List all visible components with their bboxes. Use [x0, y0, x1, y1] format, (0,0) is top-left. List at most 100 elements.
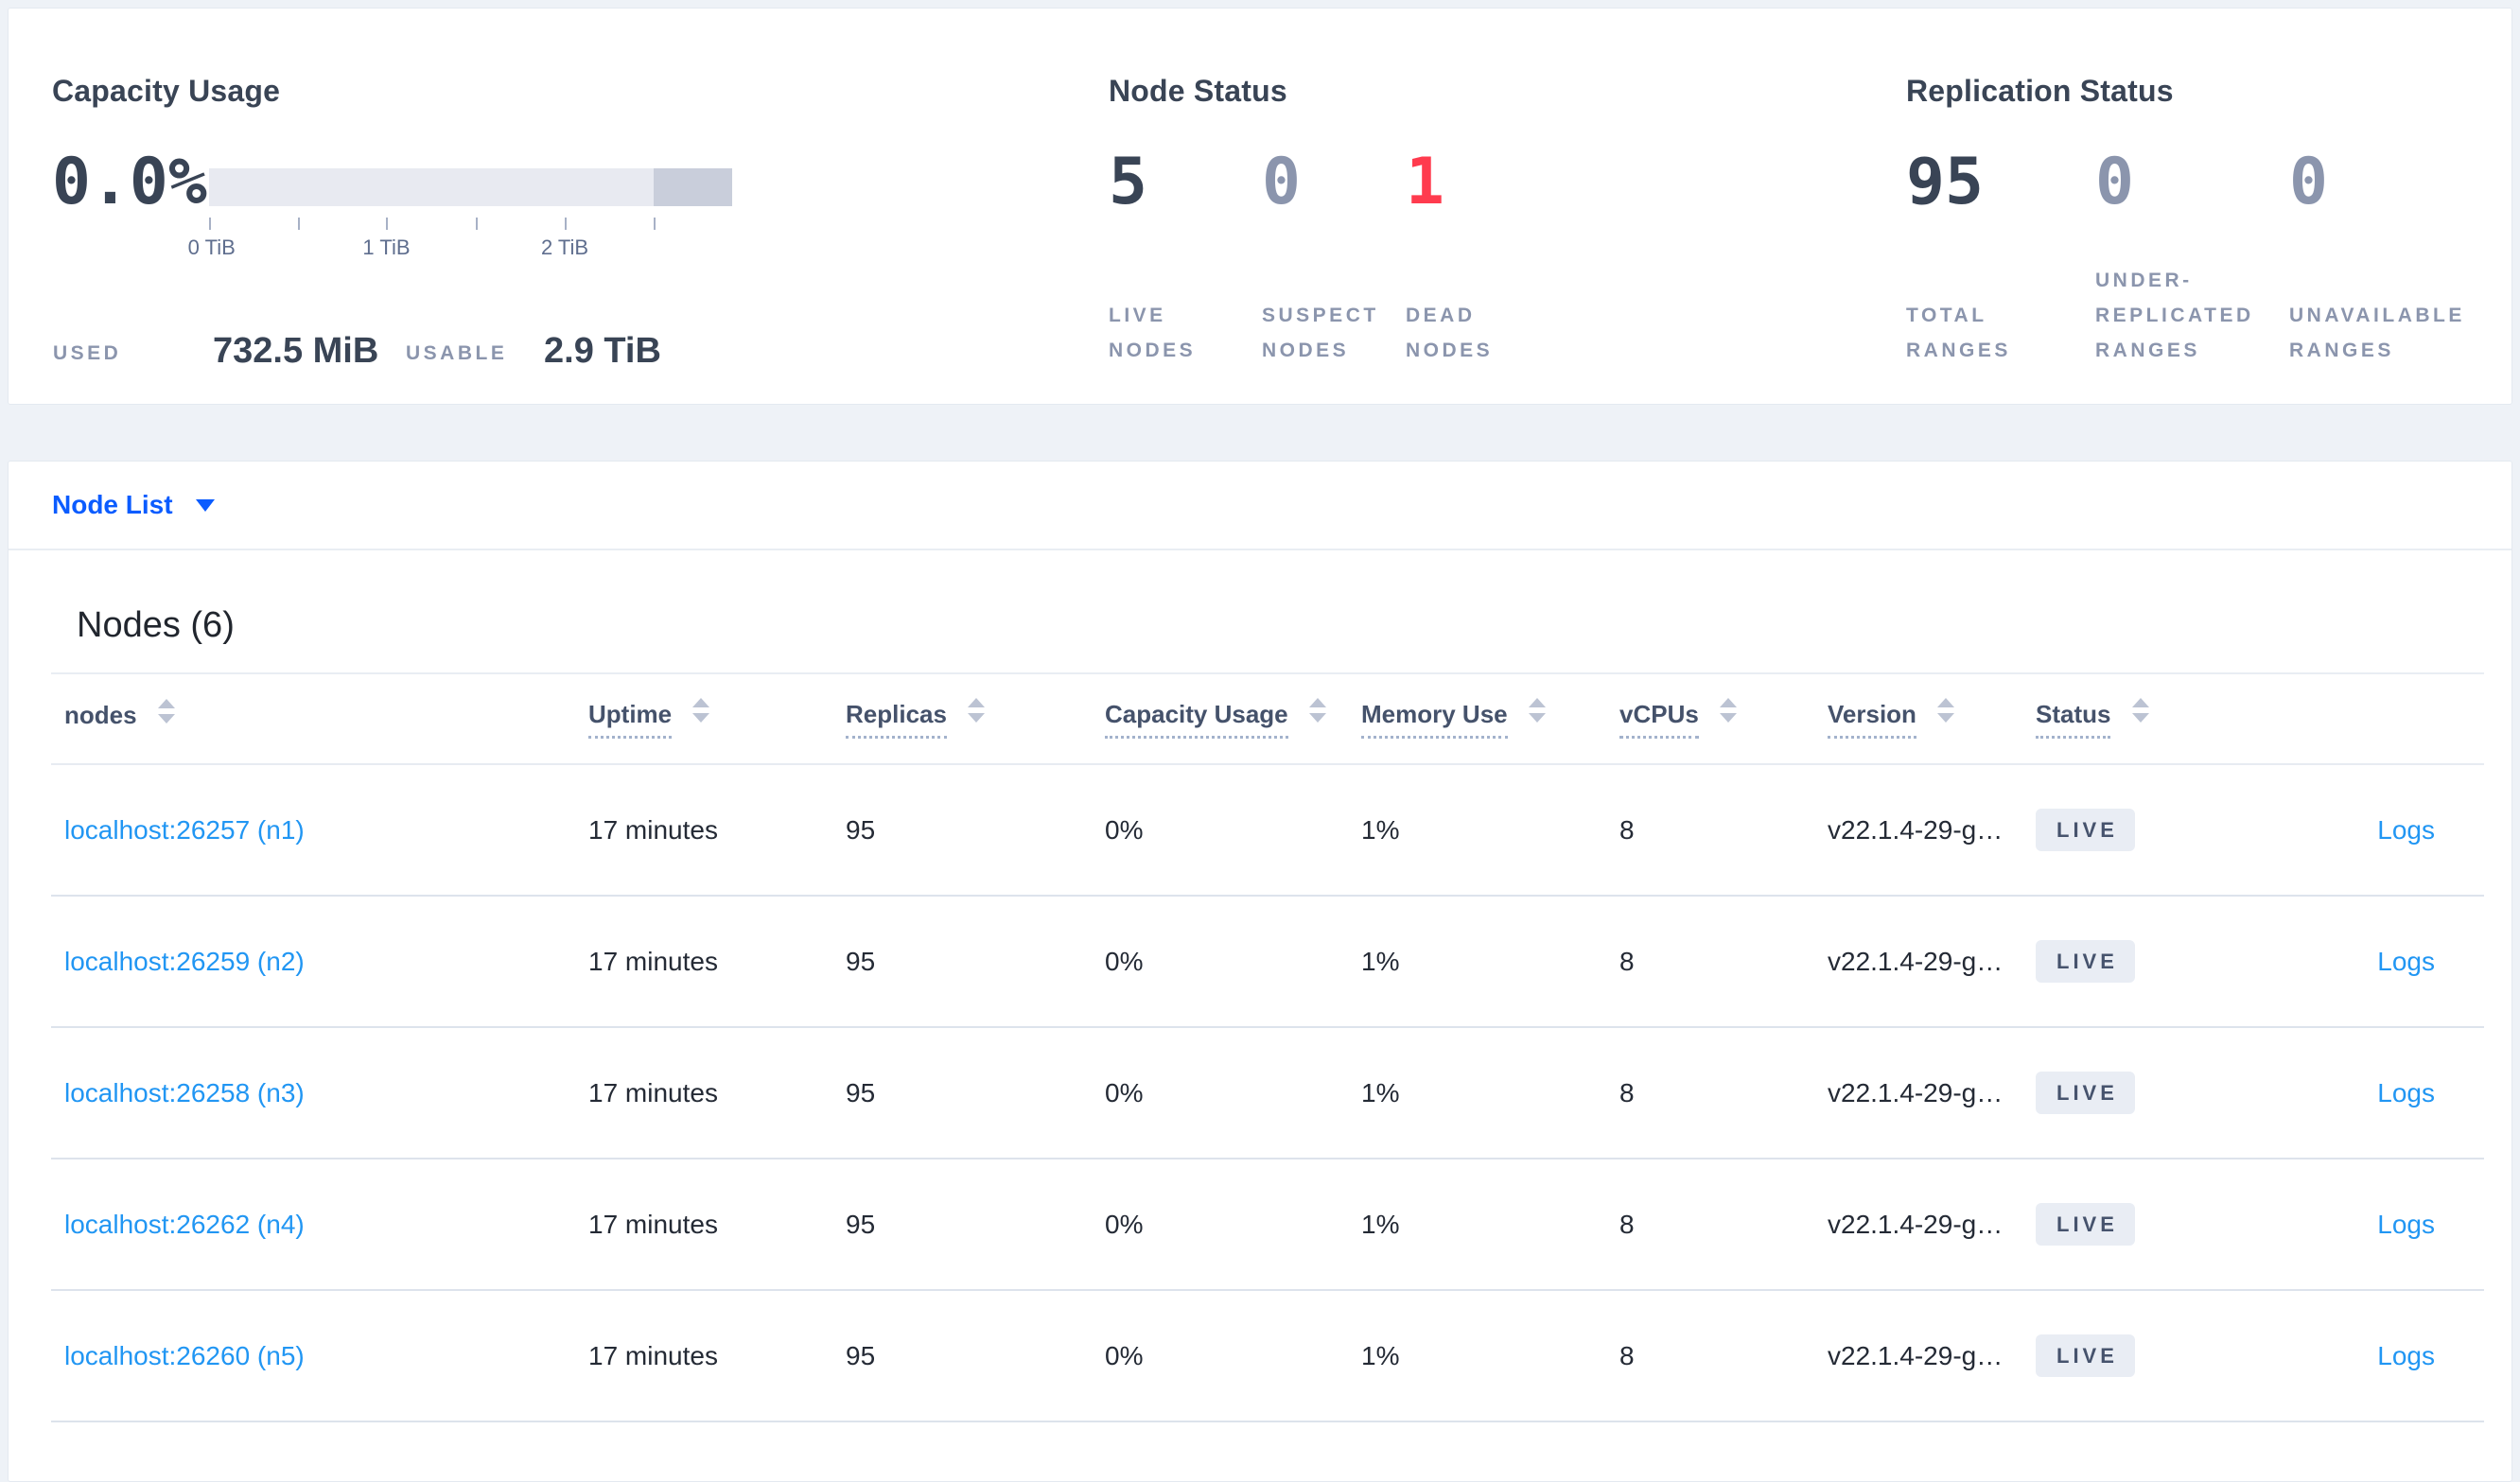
node-link[interactable]: localhost:26260 (n5): [64, 1340, 305, 1370]
node-status-title: Node Status: [1109, 73, 1287, 108]
nodes-heading: Nodes (6): [77, 605, 235, 645]
capacity-bar-ticks: [209, 218, 732, 230]
table-row: localhost:26260 (n5) 17 minutes 95 0% 1%…: [51, 1290, 2484, 1422]
used-value: 732.5 MiB: [213, 331, 379, 371]
live-nodes-label: LIVE NODES: [1109, 305, 1197, 361]
memory-cell: 1%: [1360, 1159, 1619, 1291]
node-list-card: Node List Nodes (6) nodes: [8, 461, 2512, 1482]
nodes-table-section: Nodes (6) nodes Uptime: [9, 605, 2511, 1422]
replication-status-title: Replication Status: [1906, 73, 2174, 108]
column-header-replicas[interactable]: Replicas: [845, 672, 1104, 765]
replicas-cell: 95: [845, 1290, 1104, 1422]
logs-link[interactable]: Logs: [2377, 1209, 2435, 1239]
vcpus-cell: 8: [1619, 1027, 1827, 1159]
tick-label-1tib: 1 TiB: [362, 235, 411, 259]
used-label: USED: [53, 342, 122, 364]
dead-nodes-count: 1: [1406, 145, 1444, 219]
logs-link[interactable]: Logs: [2377, 1077, 2435, 1107]
replicas-cell: 95: [845, 764, 1104, 897]
view-selector-bar: Node List: [9, 462, 2511, 550]
nodes-table: nodes Uptime Replicas Capacity Usag: [51, 672, 2484, 1422]
unavailable-ranges-count: 0: [2289, 145, 2328, 219]
sort-icon: [1937, 697, 1955, 723]
replication-status-panel: Replication Status 95 0 0 TOTAL RANGES U…: [1906, 9, 2493, 404]
node-link[interactable]: localhost:26262 (n4): [64, 1209, 305, 1239]
live-nodes-count: 5: [1109, 145, 1147, 219]
memory-cell: 1%: [1360, 896, 1619, 1028]
memory-cell: 1%: [1360, 1290, 1619, 1422]
suspect-nodes-label: SUSPECT NODES: [1262, 305, 1379, 361]
tick-label-0tib: 0 TiB: [187, 235, 236, 259]
capacity-usage-bar: [209, 168, 732, 206]
logs-link[interactable]: Logs: [2377, 814, 2435, 845]
column-header-memory-use[interactable]: Memory Use: [1360, 672, 1619, 765]
table-row: localhost:26262 (n4) 17 minutes 95 0% 1%…: [51, 1159, 2484, 1291]
table-row: localhost:26259 (n2) 17 minutes 95 0% 1%…: [51, 896, 2484, 1028]
logs-link[interactable]: Logs: [2377, 946, 2435, 976]
capacity-cell: 0%: [1104, 1159, 1360, 1291]
total-ranges-label: TOTAL RANGES: [1906, 305, 2011, 361]
capacity-cell: 0%: [1104, 896, 1360, 1028]
vcpus-cell: 8: [1619, 896, 1827, 1028]
node-link[interactable]: localhost:26259 (n2): [64, 946, 305, 976]
column-header-status[interactable]: Status: [2035, 672, 2224, 765]
usable-value: 2.9 TiB: [544, 331, 661, 371]
capacity-usage-title: Capacity Usage: [52, 73, 281, 108]
sort-icon: [157, 699, 175, 724]
cluster-overview-page: Capacity Usage 0.0% 0 TiB 1 TiB 2 TiB US…: [8, 8, 2512, 1482]
vcpus-cell: 8: [1619, 1159, 1827, 1291]
column-header-version[interactable]: Version: [1827, 672, 2035, 765]
usable-label: USABLE: [406, 342, 508, 364]
column-header-nodes[interactable]: nodes: [51, 672, 587, 765]
sort-icon: [1528, 697, 1546, 723]
uptime-cell: 17 minutes: [587, 1027, 845, 1159]
logs-link[interactable]: Logs: [2377, 1340, 2435, 1370]
table-row: localhost:26258 (n3) 17 minutes 95 0% 1%…: [51, 1027, 2484, 1159]
node-link[interactable]: localhost:26257 (n1): [64, 814, 305, 845]
uptime-cell: 17 minutes: [587, 1290, 845, 1422]
uptime-cell: 17 minutes: [587, 764, 845, 897]
table-row: localhost:26257 (n1) 17 minutes 95 0% 1%…: [51, 764, 2484, 897]
version-cell: v22.1.4-29-g…: [1827, 1159, 2035, 1291]
status-badge: LIVE: [2036, 940, 2135, 983]
capacity-percent-value: 0.0%: [52, 145, 207, 219]
column-header-capacity-usage[interactable]: Capacity Usage: [1104, 672, 1360, 765]
column-header-vcpus[interactable]: vCPUs: [1619, 672, 1827, 765]
sort-icon: [1720, 697, 1738, 723]
memory-cell: 1%: [1360, 1027, 1619, 1159]
vcpus-cell: 8: [1619, 764, 1827, 897]
column-header-uptime[interactable]: Uptime: [587, 672, 845, 765]
node-list-dropdown[interactable]: Node List: [52, 490, 215, 520]
uptime-cell: 17 minutes: [587, 896, 845, 1028]
tick-label-2tib: 2 TiB: [540, 235, 589, 259]
tick-mark: [209, 218, 211, 230]
capacity-tick-labels: 0 TiB 1 TiB 2 TiB: [188, 235, 732, 260]
version-cell: v22.1.4-29-g…: [1827, 1027, 2035, 1159]
version-cell: v22.1.4-29-g…: [1827, 896, 2035, 1028]
capacity-usage-panel: Capacity Usage 0.0% 0 TiB 1 TiB 2 TiB US…: [52, 9, 1074, 404]
tick-mark: [654, 218, 656, 230]
suspect-nodes-count: 0: [1262, 145, 1301, 219]
chevron-down-icon: [195, 498, 215, 512]
capacity-cell: 0%: [1104, 1027, 1360, 1159]
under-replicated-ranges-label: UNDER-REPLICATED RANGES: [2095, 270, 2254, 361]
capacity-stats-row: USED 732.5 MiB USABLE 2.9 TiB: [52, 321, 790, 372]
uptime-cell: 17 minutes: [587, 1159, 845, 1291]
sort-icon: [2131, 697, 2149, 723]
vcpus-cell: 8: [1619, 1290, 1827, 1422]
node-status-values: 5 0 1: [1109, 150, 1595, 215]
version-cell: v22.1.4-29-g…: [1827, 1290, 2035, 1422]
replication-values: 95 0 0: [1906, 150, 2516, 215]
capacity-cell: 0%: [1104, 764, 1360, 897]
tick-mark: [298, 218, 300, 230]
replicas-cell: 95: [845, 1027, 1104, 1159]
node-status-panel: Node Status 5 0 1 LIVE NODES SUSPECT NOD…: [1109, 9, 1865, 404]
node-link[interactable]: localhost:26258 (n3): [64, 1077, 305, 1107]
node-list-dropdown-label: Node List: [52, 490, 173, 519]
unavailable-ranges-label: UNAVAILABLE RANGES: [2289, 305, 2465, 361]
memory-cell: 1%: [1360, 764, 1619, 897]
capacity-cell: 0%: [1104, 1290, 1360, 1422]
total-ranges-count: 95: [1906, 145, 1984, 219]
replicas-cell: 95: [845, 1159, 1104, 1291]
under-replicated-ranges-count: 0: [2095, 145, 2134, 219]
